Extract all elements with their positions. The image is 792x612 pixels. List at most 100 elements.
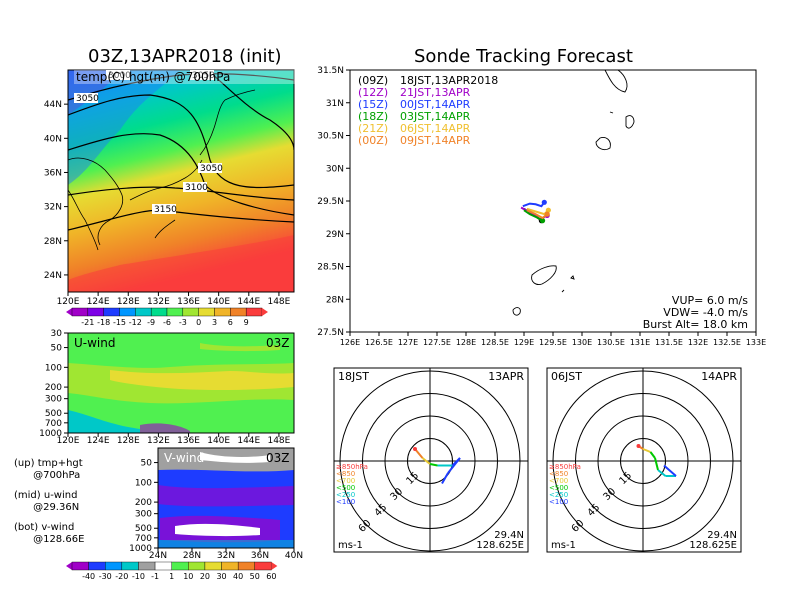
hodo-segment <box>642 448 651 453</box>
colorbar-tick-label: -15 <box>113 318 126 327</box>
track-lat-label: 29.5N <box>317 197 344 207</box>
legend-text: 06JST,14APR <box>400 122 471 135</box>
colorbar-swatch <box>198 307 215 317</box>
track-lon-label: 128E <box>456 338 476 347</box>
hodo-segment <box>649 451 656 459</box>
hodo-segment <box>657 469 667 477</box>
wind-colorbar-tick-label: -40 <box>82 572 95 581</box>
track-end-point <box>539 218 546 224</box>
lat-tick-label: 28N <box>44 237 62 247</box>
legend-text: 00JST,14APR <box>400 98 471 111</box>
colorbar-tick-label: -12 <box>129 318 142 327</box>
lon-tick-label: 120E <box>57 297 80 307</box>
lat-tick-label: 36N <box>44 168 62 178</box>
right-title: Sonde Tracking Forecast <box>414 46 633 67</box>
wind-colorbar-swatch <box>237 561 255 571</box>
track-lon-label: 130.5E <box>597 338 625 347</box>
v-xtick-label: 24N <box>149 551 167 561</box>
track-lon-label: 130E <box>572 338 592 347</box>
lat-tick-label: 32N <box>44 203 62 213</box>
param-vup: VUP= 6.0 m/s <box>672 294 748 307</box>
wind-colorbar-tick-label: 10 <box>183 572 193 581</box>
u-xtick-label: 136E <box>177 436 200 445</box>
hodo-lon: 128.625E <box>476 540 524 551</box>
v-ytick-label: 1000 <box>129 544 152 554</box>
hodo-level-label: <700 <box>336 477 355 485</box>
hodo-lon: 128.625E <box>689 540 737 551</box>
lat-tick-label: 24N <box>44 271 62 281</box>
colorbar-swatch <box>230 307 247 317</box>
wind-colorbar-tick-label: -30 <box>99 572 112 581</box>
track-lat-label: 30.5N <box>317 132 344 142</box>
colorbar-swatch <box>71 307 89 317</box>
u-xtick-label: 144E <box>237 436 260 445</box>
v-xtick-label: 28N <box>183 551 201 561</box>
colorbar-tick-label: -18 <box>97 318 110 327</box>
colorbar-tick-label: 3 <box>212 318 217 327</box>
contour-label: 3050 <box>192 71 215 81</box>
hodo-level-label: <500 <box>336 484 355 492</box>
wind-colorbar-swatch <box>254 561 272 571</box>
note-bot: (bot) v-wind @128.66E <box>14 522 85 545</box>
wind-colorbar-tick-label: 20 <box>200 572 210 581</box>
hodo-time: 06JST <box>551 370 582 383</box>
wind-colorbar-tick-label: 40 <box>233 572 243 581</box>
track-panel: 31.5N 31N 30.5N 30N 29.5N 29N 28.5N 28N 27.5N 12… <box>317 66 766 347</box>
track-line <box>523 209 544 222</box>
v-xtick-label: 36N <box>251 551 269 561</box>
contour-label: 3050 <box>200 164 223 174</box>
u-ytick-label: 700 <box>45 419 62 429</box>
colorbar-swatch <box>182 307 199 317</box>
track-lon-label: 126.5E <box>365 338 393 347</box>
hodo-segment <box>447 457 461 474</box>
hodo-level-label: <100 <box>549 498 568 506</box>
lon-tick-label: 144E <box>237 297 260 307</box>
legend-code: (12Z) <box>358 86 388 99</box>
hodo-time: 18JST <box>338 370 369 383</box>
map-panel-label: temp(C) hgt(m) @700hPa <box>76 70 230 84</box>
track-end-point <box>541 199 547 205</box>
hodo-unit: ms-1 <box>338 540 363 551</box>
wind-colorbar-tick-label: 1 <box>169 572 174 581</box>
v-ytick-label: 100 <box>135 478 152 488</box>
track-lat-label: 27.5N <box>317 328 344 338</box>
colorbar-swatch <box>150 307 168 317</box>
param-burst: Burst Alt= 18.0 km <box>643 318 748 331</box>
track-lat-label: 31N <box>326 99 344 109</box>
contour-label: 3150 <box>154 205 177 215</box>
param-vdw: VDW= -4.0 m/s <box>663 306 748 319</box>
hodo-level-label: <850 <box>549 470 568 478</box>
hodo-segment <box>429 463 438 467</box>
hodo-lat: 29.4N <box>707 530 737 541</box>
u-xtick-label: 128E <box>117 436 140 445</box>
legend-text: 09JST,14APR <box>400 134 471 147</box>
hodo-date: 13APR <box>488 370 524 383</box>
left-title: 03Z,13APR2018 (init) <box>88 46 282 67</box>
track-lat-label: 28N <box>326 295 344 305</box>
contour-label: 3050 <box>76 94 99 104</box>
v-ytick-label: 500 <box>135 524 152 534</box>
track-lat-label: 28.5N <box>317 263 344 273</box>
temperature-map-panel: 3000 3050 3050 3100 3150 3050 temp(C) hg… <box>44 69 296 327</box>
colorbar-tick-label: -21 <box>81 318 94 327</box>
hodo-lat: 29.4N <box>494 530 524 541</box>
u-ytick-label: 50 <box>51 344 63 354</box>
track-lon-label: 126E <box>340 338 360 347</box>
contour-label: 3100 <box>185 183 208 193</box>
track-line <box>522 201 546 208</box>
wind-colorbar-swatch <box>221 561 239 571</box>
colorbar-swatch <box>245 307 263 317</box>
hodo-level-label: <250 <box>336 491 355 499</box>
hodo-level-label: <850 <box>336 470 355 478</box>
hodo-segment <box>663 464 677 477</box>
hodo-date: 14APR <box>701 370 737 383</box>
wind-colorbar-tick-label: 50 <box>250 572 260 581</box>
lon-tick-label: 128E <box>117 297 140 307</box>
legend-code: (21Z) <box>358 122 388 135</box>
colorbar-swatch <box>135 307 152 317</box>
u-wind-time: 03Z <box>266 336 290 350</box>
track-lon-label: 131E <box>630 338 650 347</box>
colorbar-tick-label: -3 <box>179 318 187 327</box>
